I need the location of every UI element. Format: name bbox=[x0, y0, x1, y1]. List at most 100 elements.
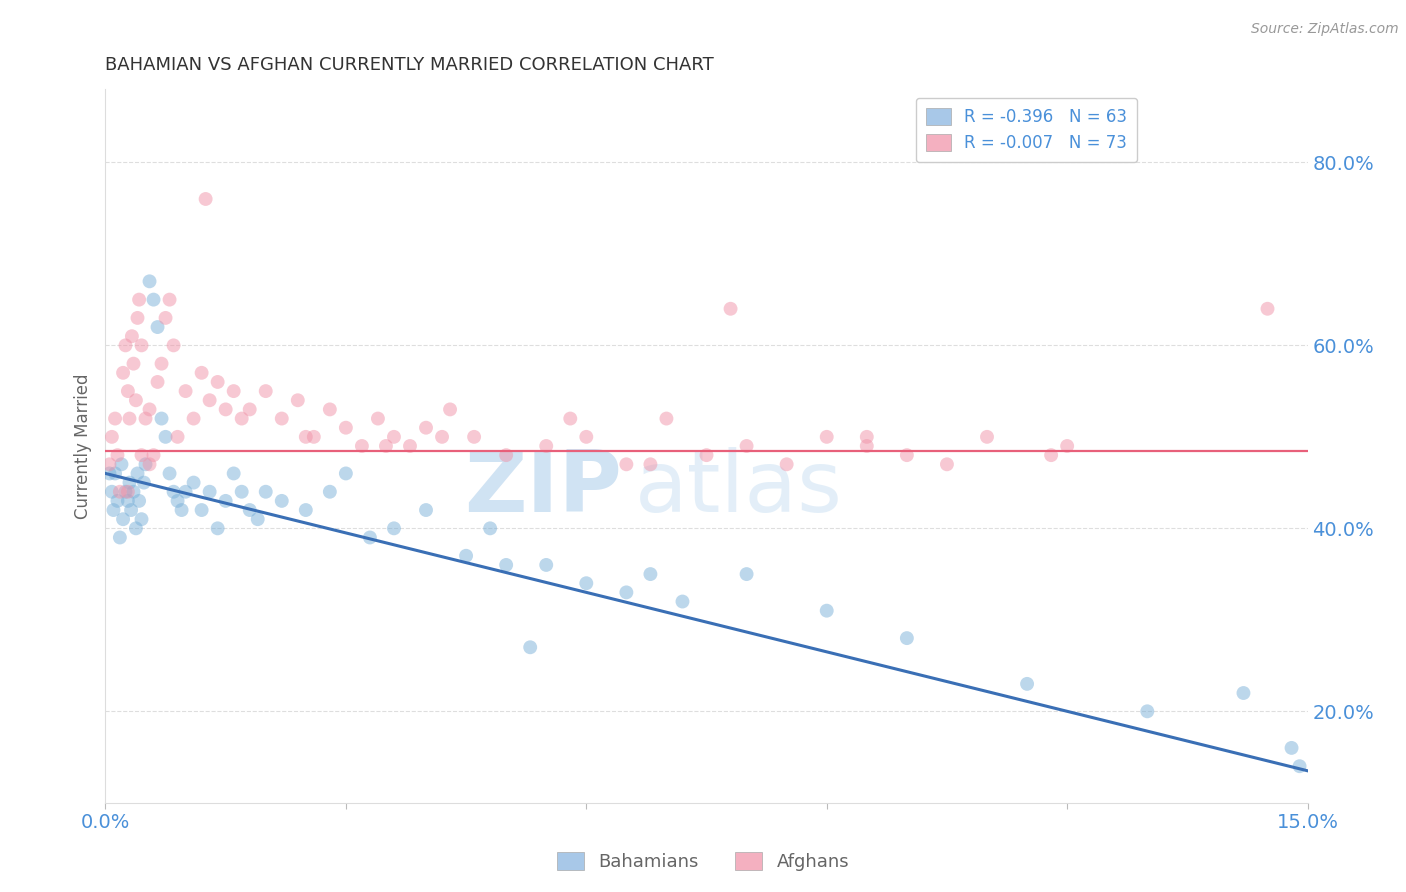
Point bbox=[146, 375, 169, 389]
Point bbox=[374, 439, 398, 453]
Point bbox=[166, 430, 188, 444]
Point bbox=[120, 503, 142, 517]
Point bbox=[107, 494, 129, 508]
Point bbox=[1136, 704, 1159, 718]
Point bbox=[382, 521, 405, 535]
Point bbox=[214, 402, 236, 417]
Point bbox=[1040, 448, 1063, 462]
Point bbox=[128, 494, 150, 508]
Point bbox=[319, 484, 342, 499]
Point bbox=[720, 301, 742, 316]
Text: Source: ZipAtlas.com: Source: ZipAtlas.com bbox=[1251, 22, 1399, 37]
Point bbox=[214, 494, 236, 508]
Point bbox=[439, 402, 461, 417]
Point bbox=[132, 475, 155, 490]
Point bbox=[131, 512, 153, 526]
Point bbox=[735, 567, 758, 582]
Point bbox=[103, 503, 125, 517]
Point bbox=[855, 430, 877, 444]
Point bbox=[696, 448, 718, 462]
Point bbox=[110, 458, 132, 472]
Point bbox=[117, 384, 139, 398]
Point bbox=[1232, 686, 1254, 700]
Point bbox=[815, 430, 838, 444]
Point bbox=[231, 411, 253, 425]
Point bbox=[159, 467, 181, 481]
Point bbox=[896, 631, 918, 645]
Point bbox=[101, 430, 124, 444]
Point bbox=[735, 439, 758, 453]
Point bbox=[495, 558, 517, 572]
Point bbox=[118, 411, 141, 425]
Point bbox=[367, 411, 389, 425]
Point bbox=[114, 484, 136, 499]
Point bbox=[174, 384, 197, 398]
Point bbox=[350, 439, 373, 453]
Point bbox=[198, 393, 221, 408]
Point bbox=[155, 430, 177, 444]
Point bbox=[463, 430, 485, 444]
Point bbox=[150, 411, 173, 425]
Point bbox=[112, 366, 135, 380]
Point bbox=[98, 467, 121, 481]
Point bbox=[101, 484, 124, 499]
Point bbox=[135, 411, 157, 425]
Point bbox=[190, 366, 212, 380]
Point bbox=[150, 357, 173, 371]
Point bbox=[128, 293, 150, 307]
Point bbox=[117, 494, 139, 508]
Point bbox=[107, 448, 129, 462]
Point bbox=[382, 430, 405, 444]
Point bbox=[166, 494, 188, 508]
Point bbox=[174, 484, 197, 499]
Point bbox=[1056, 439, 1078, 453]
Point bbox=[207, 375, 229, 389]
Point bbox=[183, 411, 205, 425]
Point bbox=[270, 494, 292, 508]
Point bbox=[896, 448, 918, 462]
Point bbox=[415, 420, 437, 434]
Point bbox=[815, 604, 838, 618]
Point bbox=[138, 274, 160, 288]
Point bbox=[108, 531, 131, 545]
Point bbox=[117, 484, 139, 499]
Point bbox=[534, 439, 557, 453]
Point bbox=[1281, 740, 1303, 755]
Point bbox=[98, 458, 121, 472]
Point bbox=[142, 448, 165, 462]
Legend: R = -0.396   N = 63, R = -0.007   N = 73: R = -0.396 N = 63, R = -0.007 N = 73 bbox=[915, 97, 1137, 162]
Point bbox=[138, 458, 160, 472]
Point bbox=[359, 531, 381, 545]
Point bbox=[138, 402, 160, 417]
Point bbox=[254, 484, 277, 499]
Point bbox=[183, 475, 205, 490]
Point bbox=[159, 293, 181, 307]
Point bbox=[104, 467, 127, 481]
Text: atlas: atlas bbox=[634, 447, 842, 531]
Point bbox=[239, 402, 262, 417]
Point bbox=[936, 458, 959, 472]
Point bbox=[131, 448, 153, 462]
Point bbox=[655, 411, 678, 425]
Point bbox=[122, 357, 145, 371]
Point bbox=[114, 338, 136, 352]
Point bbox=[112, 512, 135, 526]
Point bbox=[415, 503, 437, 517]
Point bbox=[640, 458, 662, 472]
Text: BAHAMIAN VS AFGHAN CURRENTLY MARRIED CORRELATION CHART: BAHAMIAN VS AFGHAN CURRENTLY MARRIED COR… bbox=[105, 56, 714, 74]
Point bbox=[155, 310, 177, 325]
Point bbox=[671, 594, 693, 608]
Point bbox=[295, 503, 318, 517]
Point bbox=[616, 585, 638, 599]
Point bbox=[479, 521, 502, 535]
Point bbox=[146, 320, 169, 334]
Point bbox=[125, 521, 148, 535]
Point bbox=[198, 484, 221, 499]
Y-axis label: Currently Married: Currently Married bbox=[75, 373, 93, 519]
Point bbox=[104, 411, 127, 425]
Point bbox=[194, 192, 217, 206]
Point bbox=[456, 549, 478, 563]
Point bbox=[640, 567, 662, 582]
Point bbox=[616, 458, 638, 472]
Point bbox=[108, 484, 131, 499]
